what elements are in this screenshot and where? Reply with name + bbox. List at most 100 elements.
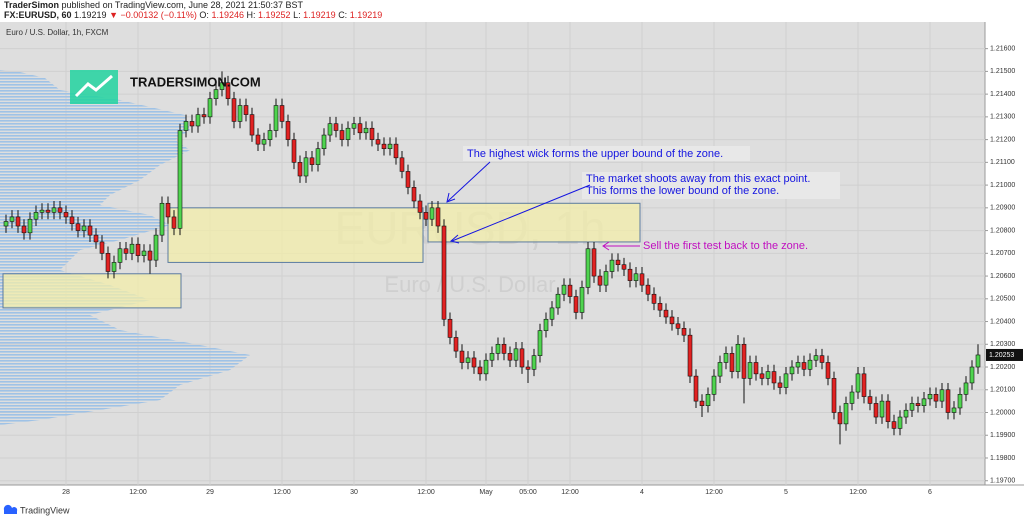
candle-body — [921, 398, 927, 406]
x-tick-label: May — [479, 489, 493, 496]
candle-body — [777, 382, 783, 388]
zones — [2, 202, 641, 309]
x-tick-label: 05:00 — [519, 489, 537, 496]
annotation: This forms the lower bound of the zone. — [586, 185, 779, 197]
candle-body — [747, 362, 753, 379]
candle-body — [543, 318, 549, 331]
candle-body — [375, 139, 381, 145]
x-tick-label: 12:00 — [273, 489, 291, 496]
x-tick-label: 28 — [62, 489, 70, 496]
candle-body — [963, 382, 969, 395]
zone — [427, 202, 641, 243]
candle-body — [411, 187, 417, 202]
candle-body — [453, 337, 459, 352]
annotation-arrowhead — [446, 192, 456, 203]
last-price-label: 1.20253 — [989, 352, 1014, 359]
candle-body — [525, 366, 531, 370]
candle-body — [291, 139, 297, 163]
candle-body — [99, 241, 105, 254]
candle-body — [879, 400, 885, 418]
candle-body — [459, 350, 465, 363]
candle-body — [315, 148, 321, 165]
annotation: The highest wick forms the upper bound o… — [467, 148, 723, 160]
candle-body — [471, 357, 477, 368]
candle-body — [117, 248, 123, 263]
candle-body — [321, 134, 327, 150]
candle-body — [687, 334, 693, 377]
y-tick-label: 1.20600 — [990, 273, 1015, 280]
y-tick-label: 1.20400 — [990, 318, 1015, 325]
candle-body — [867, 396, 873, 404]
candle-body — [513, 348, 519, 361]
y-tick-label: 1.19800 — [990, 455, 1015, 462]
zone — [167, 207, 424, 263]
candle-body — [75, 223, 81, 231]
candle-body — [555, 293, 561, 309]
candle-body — [15, 216, 21, 227]
candle-body — [189, 121, 195, 127]
change: ▼ −0.00132 (−0.11%) — [109, 10, 197, 20]
x-tick-label: 30 — [350, 489, 358, 496]
candle-body — [489, 353, 495, 361]
candle-body — [405, 171, 411, 188]
candle-body — [825, 362, 831, 379]
candle-body — [165, 202, 171, 218]
candle-body — [435, 207, 441, 227]
y-tick-label: 1.19900 — [990, 432, 1015, 439]
ohlc-label: L: — [293, 10, 301, 20]
candle-body — [669, 316, 675, 325]
candle-body — [873, 403, 879, 418]
y-tick-label: 1.21500 — [990, 68, 1015, 75]
footer-text: TradingView — [20, 505, 70, 515]
ohlc-label: H: — [247, 10, 256, 20]
x-tick-label: 12:00 — [129, 489, 147, 496]
candle-body — [21, 225, 27, 234]
chart-title: Euro / U.S. Dollar, 1h, FXCM — [6, 28, 109, 37]
candle-body — [951, 407, 957, 413]
candle-body — [759, 373, 765, 379]
candle-body — [303, 157, 309, 177]
x-tick-label: 29 — [206, 489, 214, 496]
candle-body — [429, 207, 435, 220]
candle-body — [177, 130, 183, 229]
candle-body — [267, 130, 273, 140]
candle-body — [9, 216, 15, 222]
candle-body — [27, 218, 33, 234]
ohlc-label: O: — [199, 10, 209, 20]
candle-body — [57, 207, 63, 213]
candle-body — [363, 127, 369, 134]
candle-body — [309, 157, 315, 165]
candle-body — [477, 366, 483, 375]
candle-body — [579, 287, 585, 313]
candle-body — [417, 200, 423, 213]
candle-body — [495, 343, 501, 354]
annotation-box — [582, 172, 840, 199]
last-price-box — [986, 348, 1023, 361]
x-tick-label: 5 — [784, 489, 788, 496]
y-tick-label: 1.20500 — [990, 296, 1015, 303]
author: TraderSimon published on TradingView.com… — [4, 0, 304, 10]
candle-body — [519, 348, 525, 368]
candle-body — [789, 366, 795, 375]
candle-body — [549, 307, 555, 320]
candle-body — [561, 284, 567, 295]
candle-body — [123, 248, 129, 254]
candle-body — [861, 373, 867, 397]
footer-logo — [3, 504, 18, 514]
x-tick-label: 12:00 — [849, 489, 867, 496]
price-axis — [985, 22, 1024, 485]
x-tick-label: 12:00 — [417, 489, 435, 496]
candle-body — [33, 212, 39, 220]
ohlc-value: 1.19246 — [211, 10, 244, 20]
candle-body — [297, 162, 303, 177]
y-tick-label: 1.20300 — [990, 341, 1015, 348]
price: 1.19219 — [74, 10, 107, 20]
symbol: FX:EURUSD, 60 — [4, 10, 72, 20]
candle-body — [609, 259, 615, 272]
candle-body — [831, 378, 837, 413]
candle-body — [585, 248, 591, 288]
candle-body — [369, 127, 375, 140]
y-tick-label: 1.21400 — [990, 91, 1015, 98]
